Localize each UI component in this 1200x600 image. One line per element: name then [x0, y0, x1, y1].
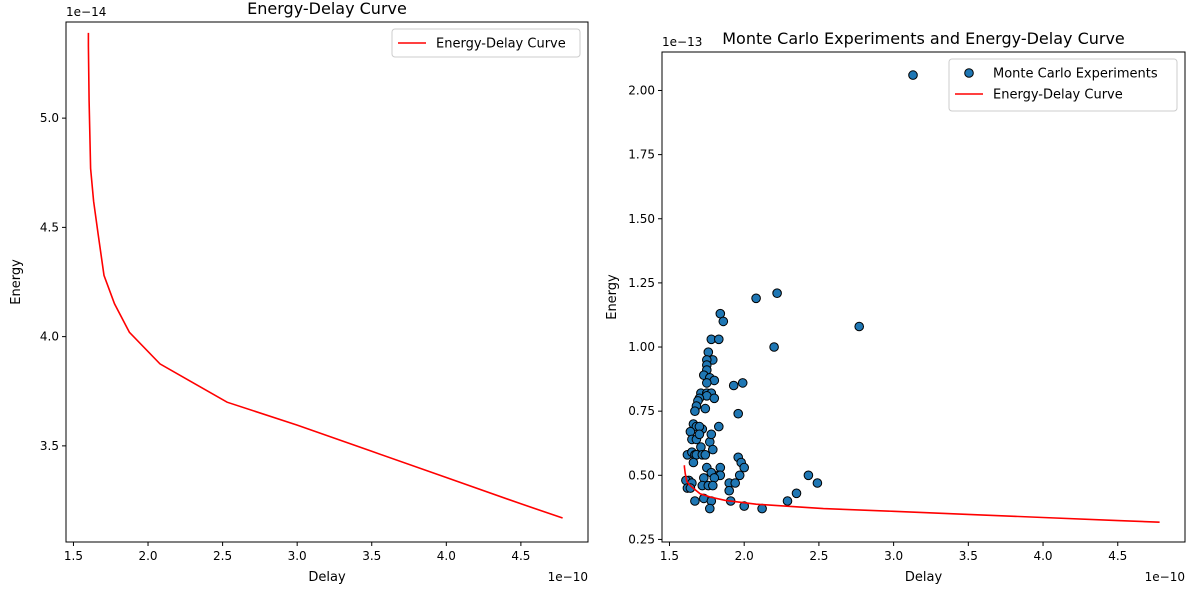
chart-1-point-52 — [688, 457, 699, 468]
chart-1-point-72 — [812, 478, 823, 488]
chart-1-series-line-1 — [683, 465, 1160, 523]
chart-1-point-83 — [690, 496, 700, 506]
chart-1-x-tick-label-5: 4.0 — [1033, 549, 1052, 563]
chart-1-point-61 — [709, 473, 720, 483]
chart-1-point-82 — [705, 503, 715, 514]
chart-1-point-25 — [728, 380, 739, 391]
energy-delay-chart: Energy-Delay Curve 1e−14 1e−10 1.5 2.0 2.5 3.0… — [9, 0, 589, 585]
chart-1-legend-label-0: Monte Carlo Experiments — [993, 67, 1158, 82]
chart-1-y-tick-label-2: 0.75 — [628, 404, 655, 418]
chart-1-x-tick-label-4: 3.5 — [959, 549, 978, 563]
chart-1-point-42 — [706, 429, 717, 440]
chart-1-x-offset-text: 1e−10 — [1145, 570, 1185, 584]
chart-0-axes-frame — [65, 21, 589, 543]
chart-1-y-tick-label-7: 2.00 — [628, 83, 655, 97]
chart-1-plot-area — [681, 70, 1160, 523]
chart-1-x-tick-label-3: 3.0 — [884, 549, 903, 563]
chart-1-point-2 — [751, 293, 761, 304]
chart-0-legend-label-0: Energy-Delay Curve — [436, 37, 566, 52]
chart-0-plot-area — [87, 32, 563, 519]
chart-0-x-tick-label-1: 2.0 — [138, 549, 157, 563]
chart-0-x-tick-label-3: 3.0 — [288, 549, 307, 563]
chart-1-point-60 — [699, 473, 709, 483]
chart-1-y-tick-label-0: 0.25 — [628, 532, 655, 546]
chart-0-x-tick-label-5: 4.0 — [437, 549, 456, 563]
chart-1-y-offset-text: 1e−13 — [662, 35, 702, 49]
chart-1-point-3 — [854, 321, 865, 332]
chart-1-x-tick-label-2: 2.5 — [809, 549, 828, 563]
chart-0-title: Energy-Delay Curve — [247, 0, 407, 18]
chart-1-point-17 — [702, 378, 712, 388]
chart-1-point-24 — [709, 393, 720, 404]
chart-0-legend-box — [391, 28, 581, 58]
chart-1-y-tick-label-6: 1.75 — [628, 148, 655, 162]
chart-1-point-71 — [803, 470, 814, 481]
chart-0-series-line-0 — [87, 32, 563, 519]
chart-0-y-tick-label-0: 3.5 — [40, 439, 59, 453]
chart-1-y-tick-label-1: 0.50 — [628, 468, 655, 482]
chart-1-point-63 — [730, 478, 741, 488]
chart-0-x-tick-label-4: 3.5 — [362, 549, 381, 563]
chart-1-x-tick-label-0: 1.5 — [660, 549, 679, 563]
chart-1-y-tick-label-3: 1.00 — [628, 340, 655, 354]
chart-0-legend: Energy-Delay Curve — [391, 28, 581, 58]
chart-1-point-28 — [733, 408, 744, 419]
chart-0-y-tick-label-3: 5.0 — [40, 111, 59, 125]
chart-1-point-70 — [734, 470, 745, 481]
chart-1-x-tick-label-6: 4.5 — [1108, 549, 1127, 563]
chart-1-point-9 — [703, 347, 714, 358]
chart-1-point-69 — [708, 480, 718, 491]
chart-1-point-55 — [739, 462, 750, 473]
chart-0-x-tick-label-0: 1.5 — [64, 549, 83, 563]
chart-1-point-7 — [714, 334, 724, 345]
chart-1-point-36 — [685, 426, 696, 437]
chart-1-y-axis-label: Energy — [605, 274, 620, 320]
chart-1-legend-label-1: Energy-Delay Curve — [993, 88, 1123, 103]
chart-1-point-30 — [690, 406, 700, 417]
chart-1-point-8 — [769, 342, 779, 352]
chart-1-y-tick-label-4: 1.25 — [628, 276, 655, 290]
chart-0-x-tick-label-2: 2.5 — [213, 549, 232, 563]
chart-1-legend-box — [948, 58, 1178, 112]
chart-0-y-axis-label: Energy — [9, 259, 24, 305]
chart-1-point-0 — [908, 70, 918, 80]
chart-1-point-76 — [685, 483, 696, 493]
chart-1-point-49 — [708, 444, 718, 455]
chart-1-legend-marker-swatch-0 — [964, 68, 974, 78]
chart-1-point-1 — [772, 288, 782, 299]
chart-1-point-39 — [694, 429, 705, 440]
chart-0-x-tick-label-6: 4.5 — [511, 549, 530, 563]
chart-0-y-offset-text: 1e−14 — [66, 5, 106, 19]
chart-0-x-offset-text: 1e−10 — [548, 570, 588, 584]
chart-1-point-5 — [718, 316, 729, 327]
chart-1-point-48 — [700, 450, 711, 460]
chart-1-point-40 — [696, 442, 706, 452]
chart-1-title: Monte Carlo Experiments and Energy-Delay… — [722, 29, 1125, 48]
chart-0-y-tick-label-2: 4.5 — [40, 220, 59, 234]
chart-1-point-79 — [782, 496, 793, 506]
chart-1-x-axis-label: Delay — [905, 570, 943, 585]
chart-1-legend: Monte Carlo Experiments Energy-Delay Curv… — [948, 58, 1178, 112]
chart-1-point-27 — [700, 403, 711, 414]
chart-0-y-tick-label-1: 4.0 — [40, 330, 59, 344]
monte-carlo-chart: Monte Carlo Experiments and Energy-Delay… — [605, 29, 1186, 585]
chart-1-axes-frame — [661, 51, 1186, 543]
chart-1-x-tick-label-1: 2.0 — [735, 549, 754, 563]
chart-1-y-tick-label-5: 1.50 — [628, 212, 655, 226]
chart-1-point-31 — [714, 421, 724, 432]
chart-1-point-26 — [737, 378, 748, 388]
chart-1-point-77 — [791, 488, 802, 499]
chart-1-point-73 — [724, 485, 735, 496]
chart-1-point-80 — [739, 501, 750, 511]
chart-0-x-axis-label: Delay — [308, 570, 346, 585]
